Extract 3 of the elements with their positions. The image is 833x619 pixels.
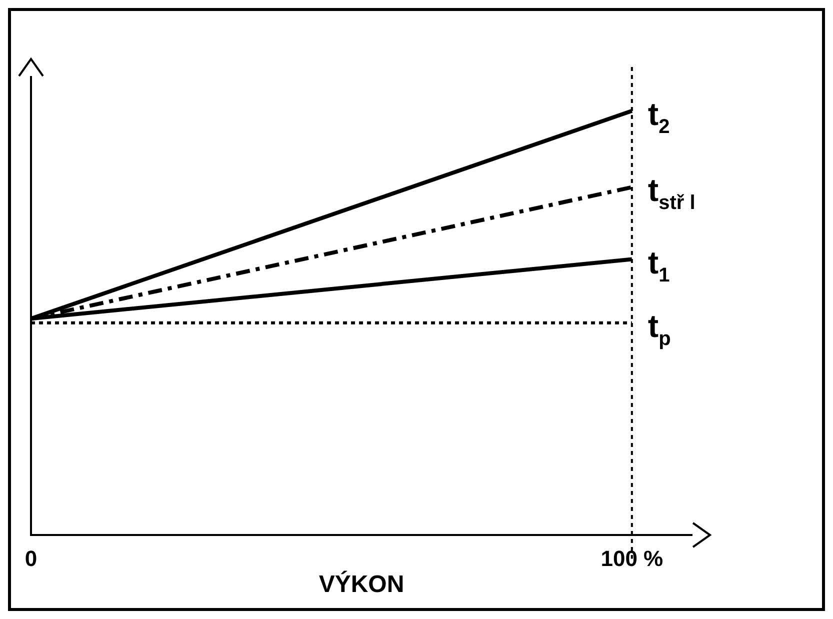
x-tick-label: 100 % xyxy=(600,546,664,572)
x-tick-label: 0 xyxy=(24,546,38,572)
x-axis-title: VÝKON xyxy=(318,570,404,598)
